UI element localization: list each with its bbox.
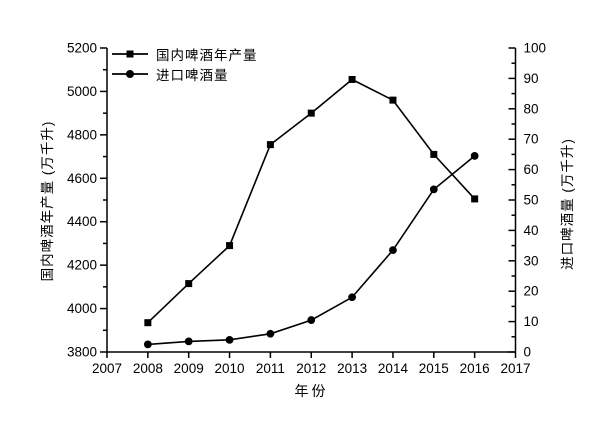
data-point-circle — [348, 293, 356, 302]
y-axis-right-title: 进口啤酒量 (万千升) — [560, 138, 575, 270]
x-axis-title: 年份 — [294, 383, 329, 399]
legend-item-domestic-production: 国内啤酒年产量 — [111, 44, 258, 63]
y-left-tick-label: 5000 — [67, 84, 97, 99]
data-point-square — [266, 141, 274, 149]
y-right-tick-label: 90 — [524, 71, 539, 86]
data-point-circle — [143, 340, 152, 349]
data-point-square — [185, 280, 193, 288]
legend-circle-marker — [126, 69, 134, 78]
legend-label-domestic-production: 国内啤酒年产量 — [156, 47, 258, 63]
y-right-tick-label: 20 — [524, 284, 539, 299]
x-tick-label: 2014 — [378, 361, 409, 376]
y-right-tick-label: 80 — [524, 101, 539, 116]
circle-marker-line-icon — [112, 69, 148, 78]
y-right-tick-label: 10 — [524, 314, 539, 329]
y-left-tick-label: 4400 — [67, 214, 97, 229]
data-point-circle — [266, 329, 275, 338]
data-point-square — [348, 75, 356, 83]
data-point-square — [307, 109, 315, 117]
legend-item-imported-beer: 进口啤酒量 — [111, 64, 258, 83]
x-tick-label: 2009 — [174, 361, 204, 376]
y-right-tick-label: 70 — [524, 132, 539, 147]
legend: 国内啤酒年产量 进口啤酒量 — [111, 44, 258, 83]
x-tick-label: 2016 — [460, 361, 490, 376]
data-point-circle — [429, 185, 438, 194]
y-axis-left-title: 国内啤酒年产量 (万千升) — [40, 120, 55, 282]
x-tick-label: 2010 — [215, 361, 245, 376]
y-left-tick-label: 4800 — [67, 127, 97, 142]
data-point-square — [471, 195, 479, 203]
data-point-circle — [389, 246, 397, 255]
series-line-1 — [147, 155, 476, 346]
x-tick-label: 2007 — [92, 361, 122, 376]
legend-label-imported-beer: 进口啤酒量 — [156, 67, 229, 83]
square-marker-line-icon — [112, 50, 148, 57]
x-tick-label: 2013 — [337, 361, 367, 376]
x-tick-label: 2017 — [500, 361, 530, 376]
y-right-tick-label: 0 — [524, 345, 532, 360]
y-right-tick-label: 50 — [524, 193, 539, 208]
x-tick-label: 2012 — [296, 361, 326, 376]
y-left-tick-label: 4000 — [67, 301, 97, 316]
data-point-square — [144, 319, 152, 327]
x-tick-label: 2015 — [419, 361, 449, 376]
data-point-circle — [184, 337, 193, 346]
x-tick-label: 2011 — [256, 361, 285, 376]
data-point-square — [430, 150, 438, 158]
y-left-tick-label: 4200 — [67, 258, 97, 273]
y-left-tick-label: 5200 — [67, 41, 97, 56]
y-right-tick-label: 60 — [524, 162, 539, 177]
data-point-square — [389, 96, 397, 104]
data-point-circle — [470, 152, 479, 160]
y-right-tick-label: 100 — [524, 41, 547, 56]
y-right-tick-label: 30 — [524, 253, 539, 268]
y-right-tick-label: 40 — [524, 223, 539, 238]
legend-square-marker — [126, 50, 134, 57]
x-tick-label: 2008 — [133, 361, 163, 376]
data-point-circle — [225, 335, 234, 344]
data-point-square — [226, 242, 234, 250]
data-point-circle — [307, 316, 316, 324]
y-left-tick-label: 3800 — [67, 345, 97, 360]
y-left-tick-label: 4600 — [67, 171, 97, 186]
